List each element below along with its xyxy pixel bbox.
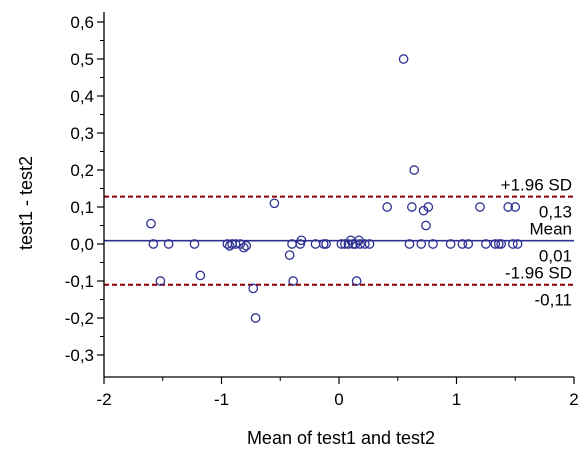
x-tick-label: 0 [334,390,343,409]
y-tick-label: -0,3 [65,346,94,365]
data-point [503,202,514,212]
reference-line-value-2: -0,11 [535,291,573,310]
data-point [382,202,393,212]
data-point [512,239,523,249]
reference-line-value-0: 0,13 [539,203,572,222]
x-tick-label: -2 [96,390,111,409]
x-tick-label: 2 [569,390,578,409]
data-point [351,276,362,286]
data-points [146,54,523,323]
data-point [481,239,491,249]
data-point [148,239,159,249]
x-axis-ticks: -2 -1 0 1 2 [96,377,579,409]
y-tick-label: 0,0 [70,235,94,254]
data-point [355,239,365,249]
data-point [490,239,501,249]
reference-line-value-1: 0,01 [539,247,572,266]
y-tick-label: -0,1 [65,272,94,291]
data-point [423,202,434,212]
data-point [155,276,166,286]
data-point [416,239,427,249]
data-point [238,242,249,253]
y-tick-label: 0,5 [70,50,94,69]
data-point [288,276,299,286]
data-point [421,220,431,231]
data-point [445,239,456,249]
x-axis-label: Mean of test1 and test2 [247,428,435,448]
data-point [463,239,474,249]
data-point [409,165,420,175]
data-point [224,241,235,251]
data-point [284,250,295,260]
data-point [250,313,261,323]
data-point [364,239,375,249]
data-point [241,241,252,251]
data-point [269,198,280,209]
x-tick-label: -1 [214,390,229,409]
y-tick-label: 0,3 [70,124,94,143]
data-point [296,235,307,246]
x-tick-label: 1 [452,390,461,409]
reference-line-label-2: -1.96 SD [505,264,572,283]
data-point [248,283,259,294]
y-tick-label: -0,2 [65,309,94,328]
data-point [475,202,485,212]
y-axis-label: test1 - test2 [16,156,36,250]
reference-line-label-0: +1.96 SD [501,176,572,195]
data-point [321,239,331,249]
data-point [146,218,156,229]
data-point [457,239,468,249]
y-tick-label: 0,4 [70,87,94,106]
data-point [508,239,518,249]
data-point [496,239,506,249]
data-point [195,270,206,281]
data-point [404,239,415,249]
reference-line-label-1: Mean [529,220,572,239]
data-point [359,239,370,249]
data-point [428,239,438,249]
data-point [163,239,174,249]
y-tick-label: 0,2 [70,161,94,180]
data-point [510,202,521,212]
data-point [406,202,417,212]
data-point [398,54,409,64]
data-point [189,239,200,249]
data-point [230,239,241,249]
data-point [336,239,347,249]
y-axis-ticks: -0,3 -0,2 -0,1 0,0 0,1 0,2 0,3 0,4 0,5 0,6 [65,13,104,365]
y-tick-label: 0,1 [70,198,94,217]
y-tick-label: 0,6 [70,13,94,32]
